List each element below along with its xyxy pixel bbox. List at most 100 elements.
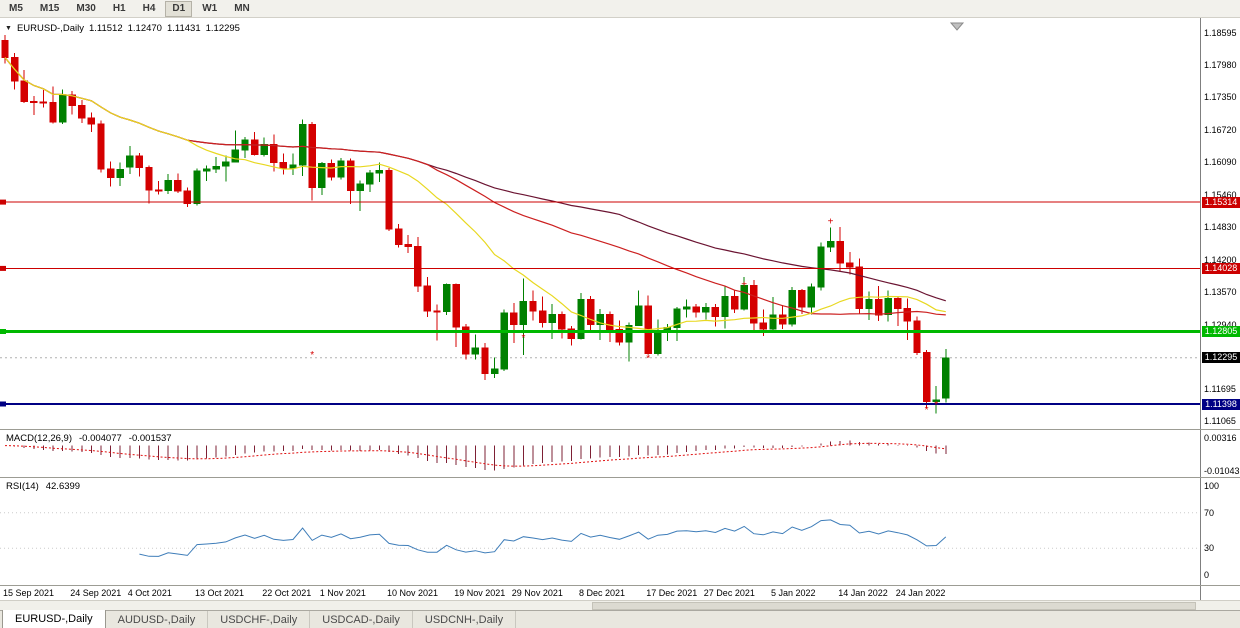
candle [529,290,537,321]
candle [337,158,345,180]
candle [308,121,316,201]
candle [87,112,96,133]
candle [375,162,384,183]
rsi-axis-tick: 100 [1204,481,1220,491]
candle [442,283,451,316]
date-label: 8 Dec 2021 [579,588,626,598]
candle [778,304,787,330]
candle [721,285,729,329]
price-axis-tick: 1.11065 [1204,416,1236,427]
price-axis-tick: 1.17350 [1204,92,1237,103]
candle [404,234,412,253]
pane-splitter-rsi[interactable] [0,477,1240,478]
price-badge-1.11398: 1.11398 [1202,398,1240,410]
candle [740,277,748,311]
hline-handle[interactable] [0,265,6,271]
horizontal-scrollbar-thumb[interactable] [592,602,1196,610]
timeframe-button-h1[interactable]: H1 [112,2,126,14]
rsi-pane-canvas[interactable] [0,478,1200,586]
macd-axis-tick: 0.00316 [1204,433,1237,443]
candle [922,349,931,409]
chart-tab-usdcad[interactable]: USDCAD-,Daily [310,611,413,628]
chart-tab-eurusd[interactable]: EURUSD-,Daily [2,610,106,628]
candle [414,236,422,292]
timeframe-button-w1[interactable]: W1 [202,2,218,14]
date-label: 27 Dec 2021 [703,588,755,598]
candle [279,153,288,175]
timeframe-button-mn[interactable]: MN [234,2,250,14]
hline-handle[interactable] [0,329,6,334]
candle [903,298,912,340]
timeframe-button-h4[interactable]: H4 [142,2,156,14]
pane-splitter-macd[interactable] [0,429,1240,430]
ohlc-low: 1.11431 [166,23,201,34]
candle [817,242,825,291]
candle [106,161,115,187]
timeframe-button-m30[interactable]: M30 [76,2,96,14]
candle [356,180,364,212]
hline-handle[interactable] [0,199,6,205]
horizontal-scrollbar[interactable] [0,600,1240,610]
signal-marker: * [310,350,314,361]
rsi-name: RSI(14) [6,481,39,492]
date-axis: 15 Sep 2021 24 Sep 2021 4 Oct 2021 13 Oct 2… [0,586,1200,600]
date-label: 10 Nov 2021 [387,588,439,598]
candle [193,168,201,206]
rsi-axis-tick: 0 [1204,570,1210,580]
timeframe-button-d1[interactable]: D1 [165,0,193,17]
price-badge-1.15314: 1.15314 [1202,196,1240,208]
candle [20,69,28,103]
timeframe-button-m15[interactable]: M15 [39,2,60,14]
candle [606,311,614,343]
candle [78,99,86,123]
candle [462,324,470,360]
date-label: 15 Sep 2021 [3,588,55,598]
price-axis-tick: 1.18595 [1204,28,1237,38]
candle [346,158,355,204]
signal-marker: + [828,216,834,227]
candle [634,290,643,327]
macd-pane-canvas[interactable] [0,430,1200,478]
candle [855,258,864,314]
price-axis-tick: 1.15460 [1204,189,1237,200]
signal-marker: * [646,354,650,365]
chart-shift-icon[interactable] [949,22,965,31]
candle [385,167,393,232]
candle [548,303,556,339]
candle [394,224,403,248]
date-label: 19 Nov 2021 [454,588,506,598]
candle [519,278,528,355]
macd-label: MACD(12,26,9) -0.004077 -0.001537 [6,433,172,444]
hline-handle[interactable] [0,401,6,407]
symbol-dropdown-icon[interactable]: ▼ [5,25,12,32]
candle [39,90,48,108]
macd-signal-value: -0.001537 [128,433,172,444]
candle [97,120,105,173]
chart-header: ▼ EURUSD-,Daily 1.11512 1.12470 1.11431 … [5,23,240,34]
candle [913,316,921,355]
candle [202,165,211,182]
ma-20-line [4,57,946,331]
chart-tab-usdcnh[interactable]: USDCNH-,Daily [413,611,517,628]
candle [682,299,691,318]
macd-main-value: -0.004077 [79,433,122,444]
date-label: 24 Jan 2022 [895,588,946,598]
candle [692,303,700,318]
rsi-value: 42.6399 [45,481,81,492]
candle [289,153,297,175]
candle [68,91,76,115]
candle [270,134,278,172]
signal-marker: + [741,279,747,290]
candle [884,290,892,322]
candle [30,96,38,116]
candle [366,169,374,192]
timeframe-button-m5[interactable]: M5 [9,2,23,14]
main-chart-canvas[interactable]: * * * * * + + [0,18,1200,430]
chart-tab-audusd[interactable]: AUDUSD-,Daily [106,611,209,628]
chart-tab-usdchf[interactable]: USDCHF-,Daily [208,611,311,628]
signal-marker: * [521,333,525,344]
candle [586,296,595,332]
candle [154,181,163,195]
candle [423,277,432,317]
candle [932,385,940,414]
